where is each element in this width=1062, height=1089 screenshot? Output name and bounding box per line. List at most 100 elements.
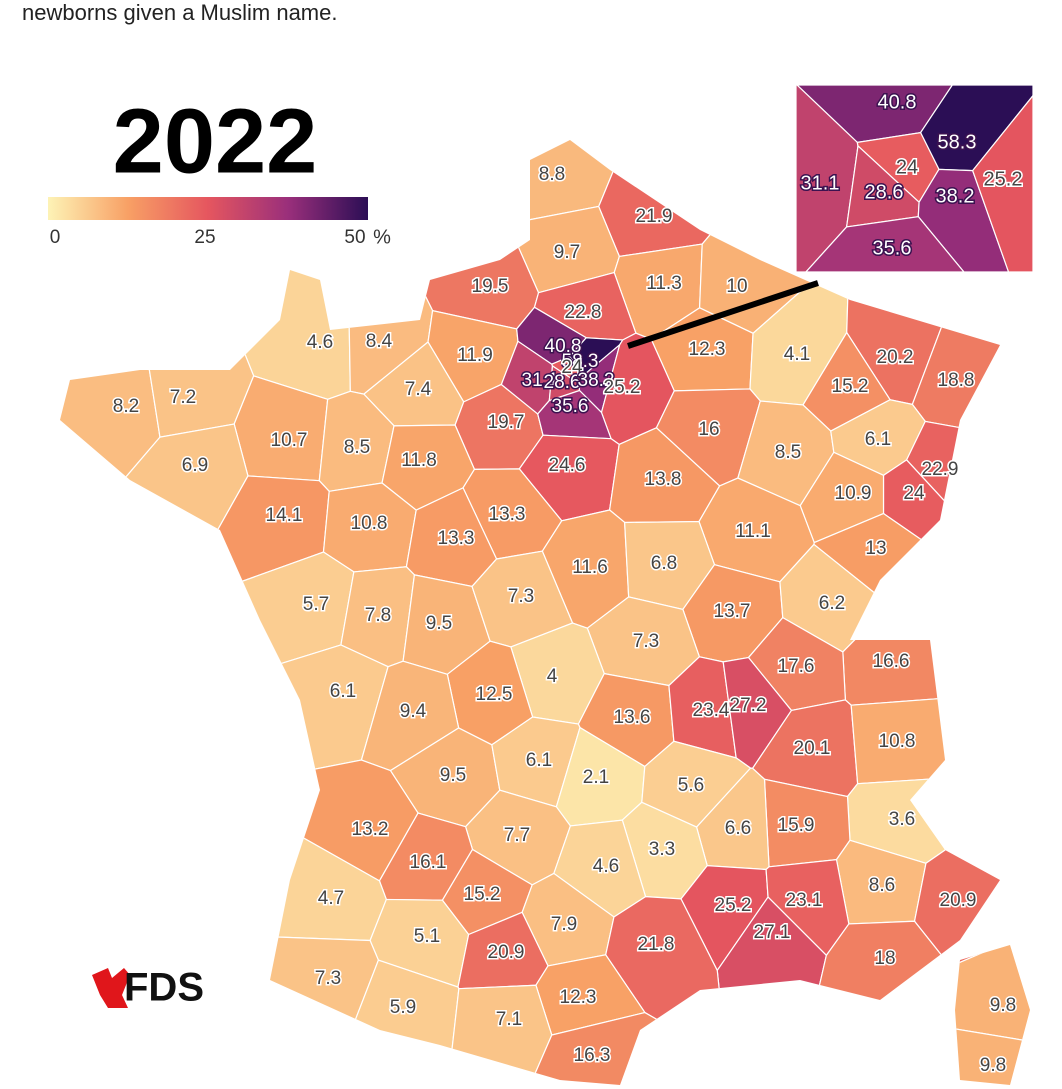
region-label: 20.9	[488, 942, 525, 963]
region-label: 24	[903, 483, 925, 504]
region-label: 9.4	[400, 701, 427, 722]
region-label: 18	[874, 948, 895, 969]
region-label: 10.8	[879, 731, 916, 752]
region-label: 5.6	[678, 775, 704, 796]
region-label: 20.2	[877, 347, 914, 368]
region-label: 5.7	[303, 594, 329, 615]
region-label: 21.9	[636, 206, 673, 227]
region-label: 4.6	[307, 332, 333, 353]
region-label: 6.1	[526, 750, 552, 771]
region	[60, 551, 355, 748]
region-label: 13.6	[614, 707, 651, 728]
region-label: 19.5	[472, 276, 509, 297]
region-label: 13.2	[352, 819, 389, 840]
region-label: 7.9	[551, 914, 577, 935]
region	[971, 94, 1033, 272]
region-label: 9.5	[426, 613, 452, 634]
region-label: 8.4	[366, 331, 393, 352]
region-label: 12.3	[560, 987, 597, 1008]
region-label: 40.8	[545, 336, 582, 357]
region-label: 15.2	[832, 376, 869, 397]
region-label: 4.6	[593, 856, 619, 877]
inset-regions	[796, 85, 1033, 272]
region-label: 19.7	[488, 412, 525, 433]
region-label: 24.6	[549, 455, 586, 476]
region-label: 11.8	[401, 450, 437, 471]
region-label: 7.3	[315, 968, 341, 989]
region-label: 2.1	[583, 767, 609, 788]
region-label: 9.8	[980, 1055, 1006, 1076]
region-label: 11.1	[735, 521, 771, 542]
region-label: 13.8	[645, 469, 682, 490]
region-label: 12.5	[476, 684, 513, 705]
region-label: 4.7	[318, 888, 344, 909]
region-label: 28.6	[865, 181, 904, 203]
region-label: 7.1	[496, 1009, 522, 1030]
region-label: 21.8	[638, 934, 675, 955]
region	[842, 590, 1030, 706]
region	[319, 140, 644, 225]
region-label: 31.1	[801, 172, 840, 194]
legend-bar	[48, 197, 368, 220]
logo-icon	[92, 968, 130, 1008]
region-label: 7.3	[508, 586, 534, 607]
region-label: 31.1	[522, 370, 559, 391]
region-label: 5.9	[390, 997, 416, 1018]
region-label: 9.8	[990, 995, 1016, 1016]
region-label: 22.9	[922, 459, 959, 480]
region-label: 10.8	[351, 513, 388, 534]
region-label: 7.3	[633, 631, 659, 652]
region-label: 11.9	[457, 345, 493, 366]
region-label: 18.8	[938, 370, 975, 391]
region-label: 25.2	[604, 377, 641, 398]
region-label: 6.1	[865, 429, 891, 450]
region-label: 6.2	[819, 593, 845, 614]
region-label: 8.5	[775, 442, 801, 463]
region-label: 13.3	[489, 504, 526, 525]
region-label: 20.1	[794, 738, 831, 759]
region-label: 27.1	[754, 922, 791, 943]
region-label: 8.2	[113, 396, 139, 417]
region	[446, 984, 553, 1085]
region	[805, 216, 965, 272]
region-label: 15.9	[778, 815, 815, 836]
region-label: 40.8	[878, 91, 917, 113]
region-label: 27.2	[730, 695, 767, 716]
region-label: 13	[865, 538, 886, 559]
region-label: 6.6	[725, 818, 751, 839]
region-label: 25.2	[984, 168, 1023, 190]
header-text: newborns given a Muslim name.	[22, 0, 337, 25]
region-label: 11.3	[646, 273, 682, 294]
legend-tick-label: 0	[50, 227, 61, 248]
region-label: 4.1	[784, 344, 810, 365]
region-label: 13.3	[438, 528, 475, 549]
region	[861, 1023, 1030, 1085]
region-label: 3.6	[889, 809, 915, 830]
region-label: 58.3	[562, 351, 599, 372]
region-label: 10	[726, 276, 747, 297]
region-label: 16.3	[574, 1045, 611, 1066]
region-label: 25.2	[715, 895, 752, 916]
region-label: 9.5	[440, 765, 466, 786]
region-label: 20.9	[940, 890, 977, 911]
region-label: 38.2	[578, 370, 615, 391]
region-label: 23.1	[786, 890, 823, 911]
region-label: 35.6	[552, 396, 589, 417]
region-label: 23.4	[693, 700, 730, 721]
region-label: 8.6	[869, 875, 895, 896]
region-label: 7.4	[405, 379, 432, 400]
region-label: 58.3	[938, 131, 977, 153]
inset-pointer	[627, 280, 819, 349]
region-label: 12.3	[689, 339, 726, 360]
region-label: 3.3	[649, 839, 675, 860]
region-label: 13.7	[714, 601, 751, 622]
legend: 0 25 50%	[50, 226, 391, 248]
region-label: 10.7	[271, 430, 308, 451]
region-label: 7.2	[170, 387, 196, 408]
region-label: 28.6	[544, 372, 581, 393]
region-label: 15.2	[464, 884, 501, 905]
legend-tick-label: 50	[344, 227, 365, 248]
region-label: 16.6	[873, 651, 910, 672]
